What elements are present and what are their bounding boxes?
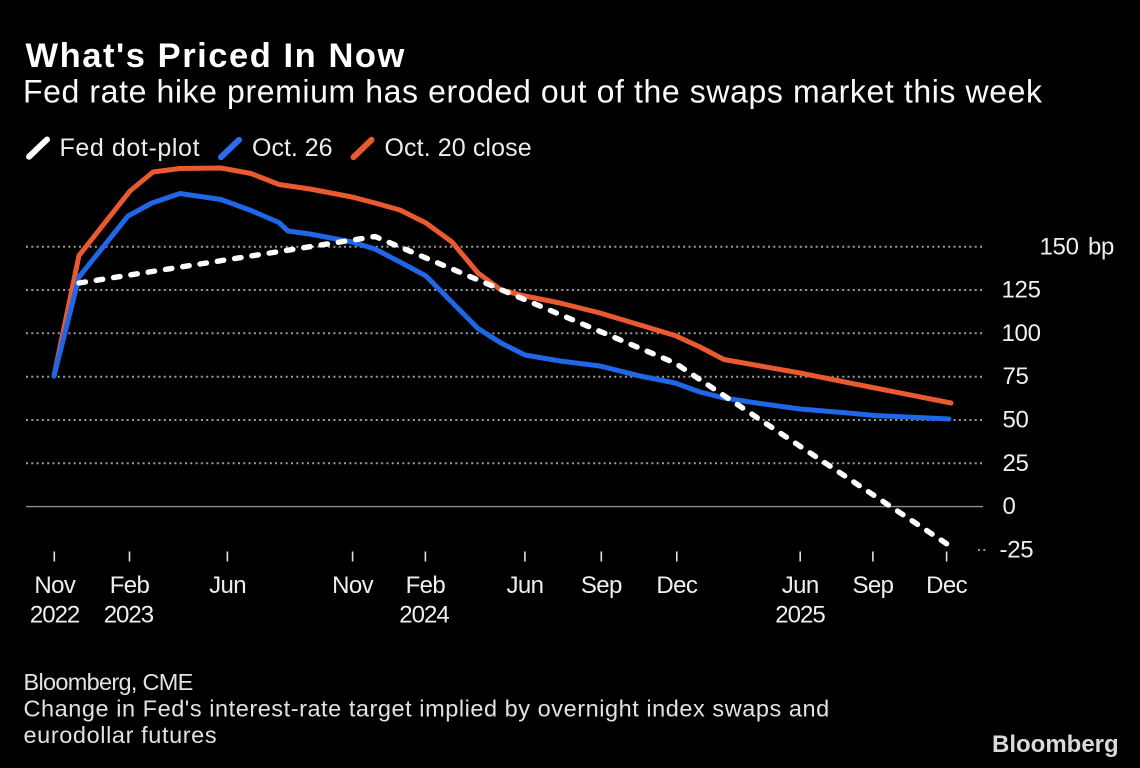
svg-text:Fed rate hike premium has erod: Fed rate hike premium has eroded out of … (23, 74, 1043, 110)
svg-text:2025: 2025 (775, 601, 825, 628)
svg-text:Oct. 20 close: Oct. 20 close (385, 134, 532, 162)
svg-text:25: 25 (1003, 450, 1029, 477)
svg-text:Change in Fed's interest-rate: Change in Fed's interest-rate target imp… (24, 696, 830, 722)
svg-text:Feb: Feb (110, 572, 150, 599)
svg-text:0: 0 (1003, 493, 1016, 520)
svg-text:100: 100 (1002, 320, 1041, 347)
svg-text:150: 150 (1040, 233, 1079, 260)
svg-text:Nov: Nov (332, 572, 373, 599)
svg-text:Jun: Jun (506, 572, 543, 599)
svg-text:eurodollar futures: eurodollar futures (24, 722, 218, 748)
svg-text:2024: 2024 (399, 601, 449, 628)
svg-text:75: 75 (1003, 363, 1029, 390)
svg-text:50: 50 (1003, 407, 1029, 434)
svg-text:Jun: Jun (782, 572, 819, 599)
svg-text:2022: 2022 (30, 601, 80, 628)
svg-text:Oct. 26: Oct. 26 (252, 134, 333, 162)
svg-text:Sep: Sep (852, 572, 893, 599)
svg-text:Dec: Dec (656, 572, 697, 599)
svg-text:Bloomberg, CME: Bloomberg, CME (24, 669, 193, 695)
svg-text:-25: -25 (1000, 537, 1034, 564)
svg-text:Bloomberg: Bloomberg (992, 731, 1119, 758)
svg-text:Sep: Sep (581, 572, 622, 599)
svg-text:Jun: Jun (209, 572, 246, 599)
svg-text:What's Priced In Now: What's Priced In Now (26, 37, 406, 75)
svg-text:Fed dot-plot: Fed dot-plot (60, 134, 201, 162)
svg-text:2023: 2023 (104, 601, 154, 628)
svg-text:Nov: Nov (34, 572, 75, 599)
svg-text:125: 125 (1002, 277, 1041, 304)
svg-text:Dec: Dec (926, 572, 967, 599)
svg-text:bp: bp (1088, 233, 1114, 260)
svg-text:Feb: Feb (406, 572, 446, 599)
